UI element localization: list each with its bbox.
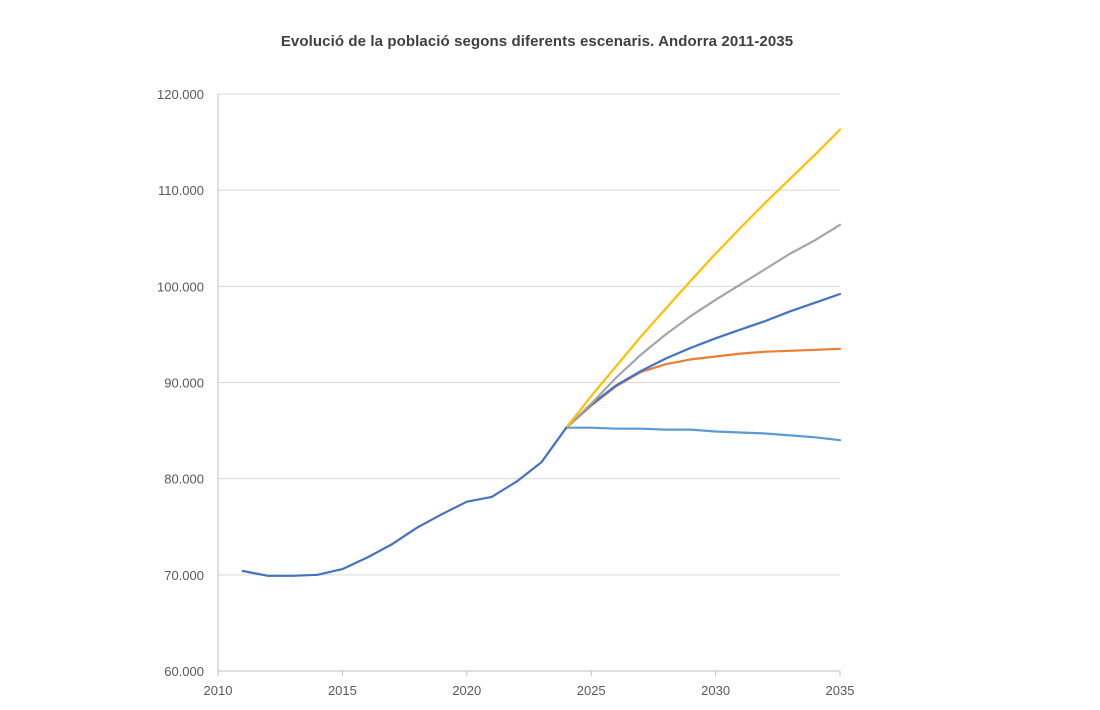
gridlines: [218, 93, 840, 576]
series-line-2: [565, 223, 842, 429]
x-tick-label: 2035: [826, 683, 855, 698]
y-tick-label: 60.000: [164, 664, 204, 679]
axes: [217, 94, 841, 676]
chart-title: Evolució de la població segons diferents…: [280, 33, 794, 50]
x-tick-label: 2015: [328, 683, 357, 698]
x-tick-label: 2030: [701, 683, 730, 698]
series-line-3: [565, 292, 842, 429]
series-line-0: [241, 426, 568, 577]
y-axis-tick-labels: 60.000 70.000 80.000 90.000 100.000 110.000 12…: [157, 87, 204, 679]
y-tick-label: 70.000: [164, 568, 204, 583]
series-lines: [241, 128, 842, 577]
series-line-1: [565, 128, 842, 429]
x-tick-label: 2020: [452, 683, 481, 698]
y-tick-label: 80.000: [164, 472, 204, 487]
y-tick-label: 110.000: [158, 183, 204, 198]
series-line-5: [565, 426, 842, 442]
y-tick-label: 120.000: [157, 87, 204, 102]
y-tick-label: 100.000: [157, 279, 204, 294]
y-tick-label: 90.000: [164, 376, 204, 391]
x-tick-label: 2025: [577, 683, 606, 698]
x-axis-tick-labels: 2010 2015 2020 2025 2030 2035: [204, 683, 855, 698]
x-tick-label: 2010: [204, 683, 233, 698]
